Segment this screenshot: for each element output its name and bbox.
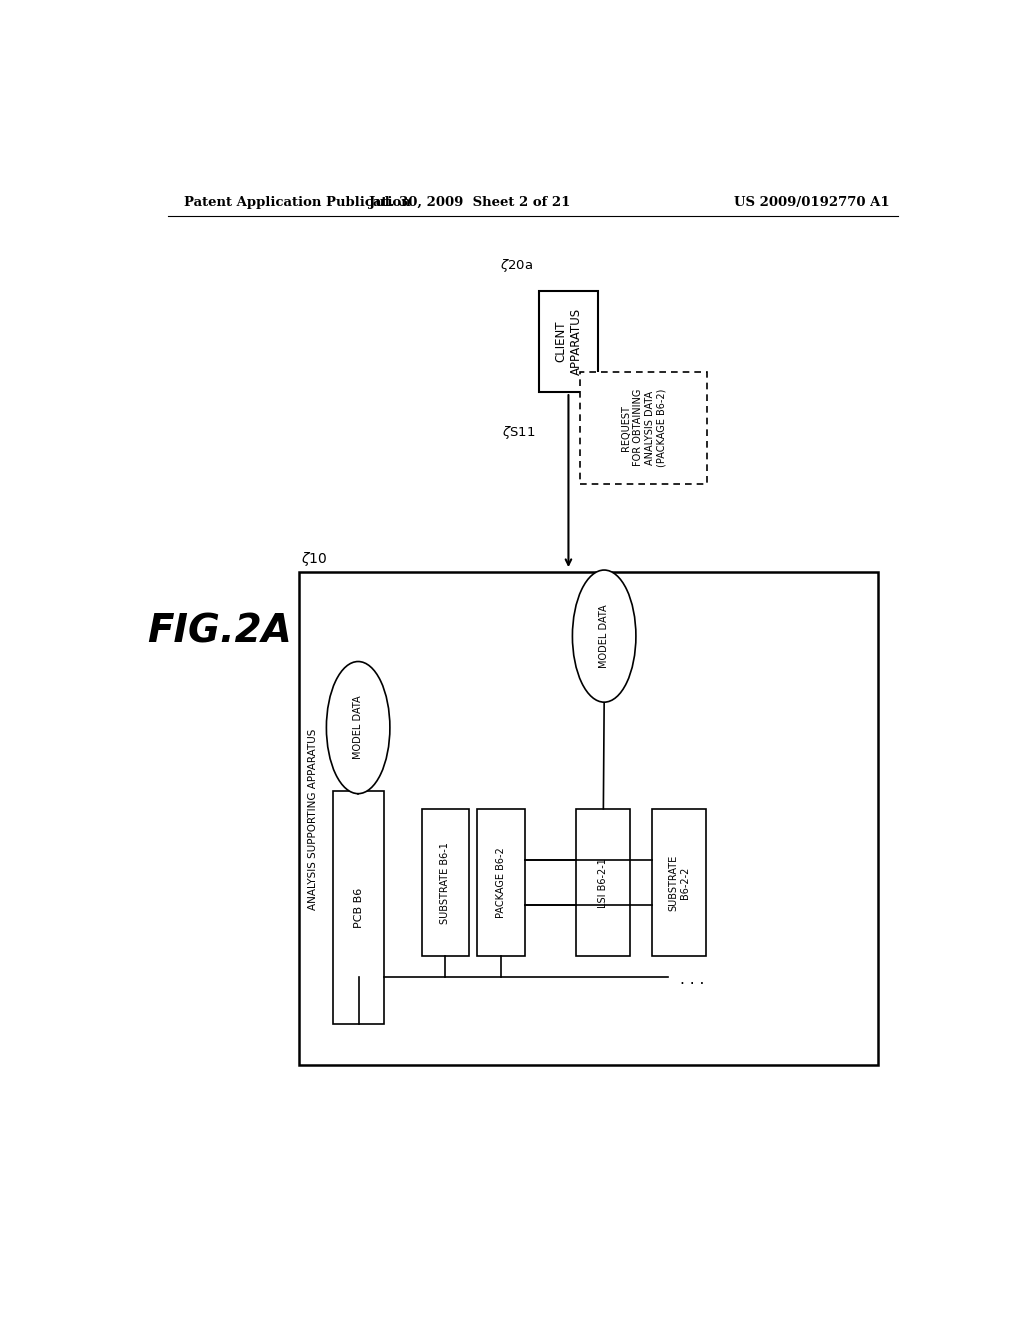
Bar xyxy=(299,572,878,1065)
Bar xyxy=(333,791,384,1024)
Text: Patent Application Publication: Patent Application Publication xyxy=(183,195,411,209)
Bar xyxy=(539,290,598,392)
Bar xyxy=(577,809,631,956)
Text: MODEL DATA: MODEL DATA xyxy=(599,605,609,668)
Text: $\zeta$10: $\zeta$10 xyxy=(301,550,328,568)
Text: Jul. 30, 2009  Sheet 2 of 21: Jul. 30, 2009 Sheet 2 of 21 xyxy=(369,195,570,209)
Text: FIG.2A: FIG.2A xyxy=(146,612,292,649)
Text: SUBSTRATE B6-1: SUBSTRATE B6-1 xyxy=(440,842,451,924)
Text: LSI B6-2-1: LSI B6-2-1 xyxy=(598,858,608,908)
Text: $\zeta$20a: $\zeta$20a xyxy=(500,256,532,273)
Text: MODEL DATA: MODEL DATA xyxy=(353,696,364,759)
Bar xyxy=(581,372,708,483)
Bar xyxy=(652,809,706,956)
Ellipse shape xyxy=(572,570,636,702)
Text: REQUEST
FOR OBTAINING
ANALYSIS DATA
(PACKAGE B6-2): REQUEST FOR OBTAINING ANALYSIS DATA (PAC… xyxy=(622,388,667,467)
Text: CLIENT
APPARATUS: CLIENT APPARATUS xyxy=(554,308,583,375)
Text: PCB B6: PCB B6 xyxy=(353,887,364,928)
Bar xyxy=(477,809,525,956)
Ellipse shape xyxy=(327,661,390,793)
Text: $\zeta$S11: $\zeta$S11 xyxy=(502,424,536,441)
Text: US 2009/0192770 A1: US 2009/0192770 A1 xyxy=(734,195,890,209)
Text: . . .: . . . xyxy=(680,972,703,987)
Text: PACKAGE B6-2: PACKAGE B6-2 xyxy=(496,847,506,917)
Text: SUBSTRATE
B6-2-2: SUBSTRATE B6-2-2 xyxy=(668,854,689,911)
Text: ANALYSIS SUPPORTING APPARATUS: ANALYSIS SUPPORTING APPARATUS xyxy=(308,729,317,909)
Bar xyxy=(422,809,469,956)
